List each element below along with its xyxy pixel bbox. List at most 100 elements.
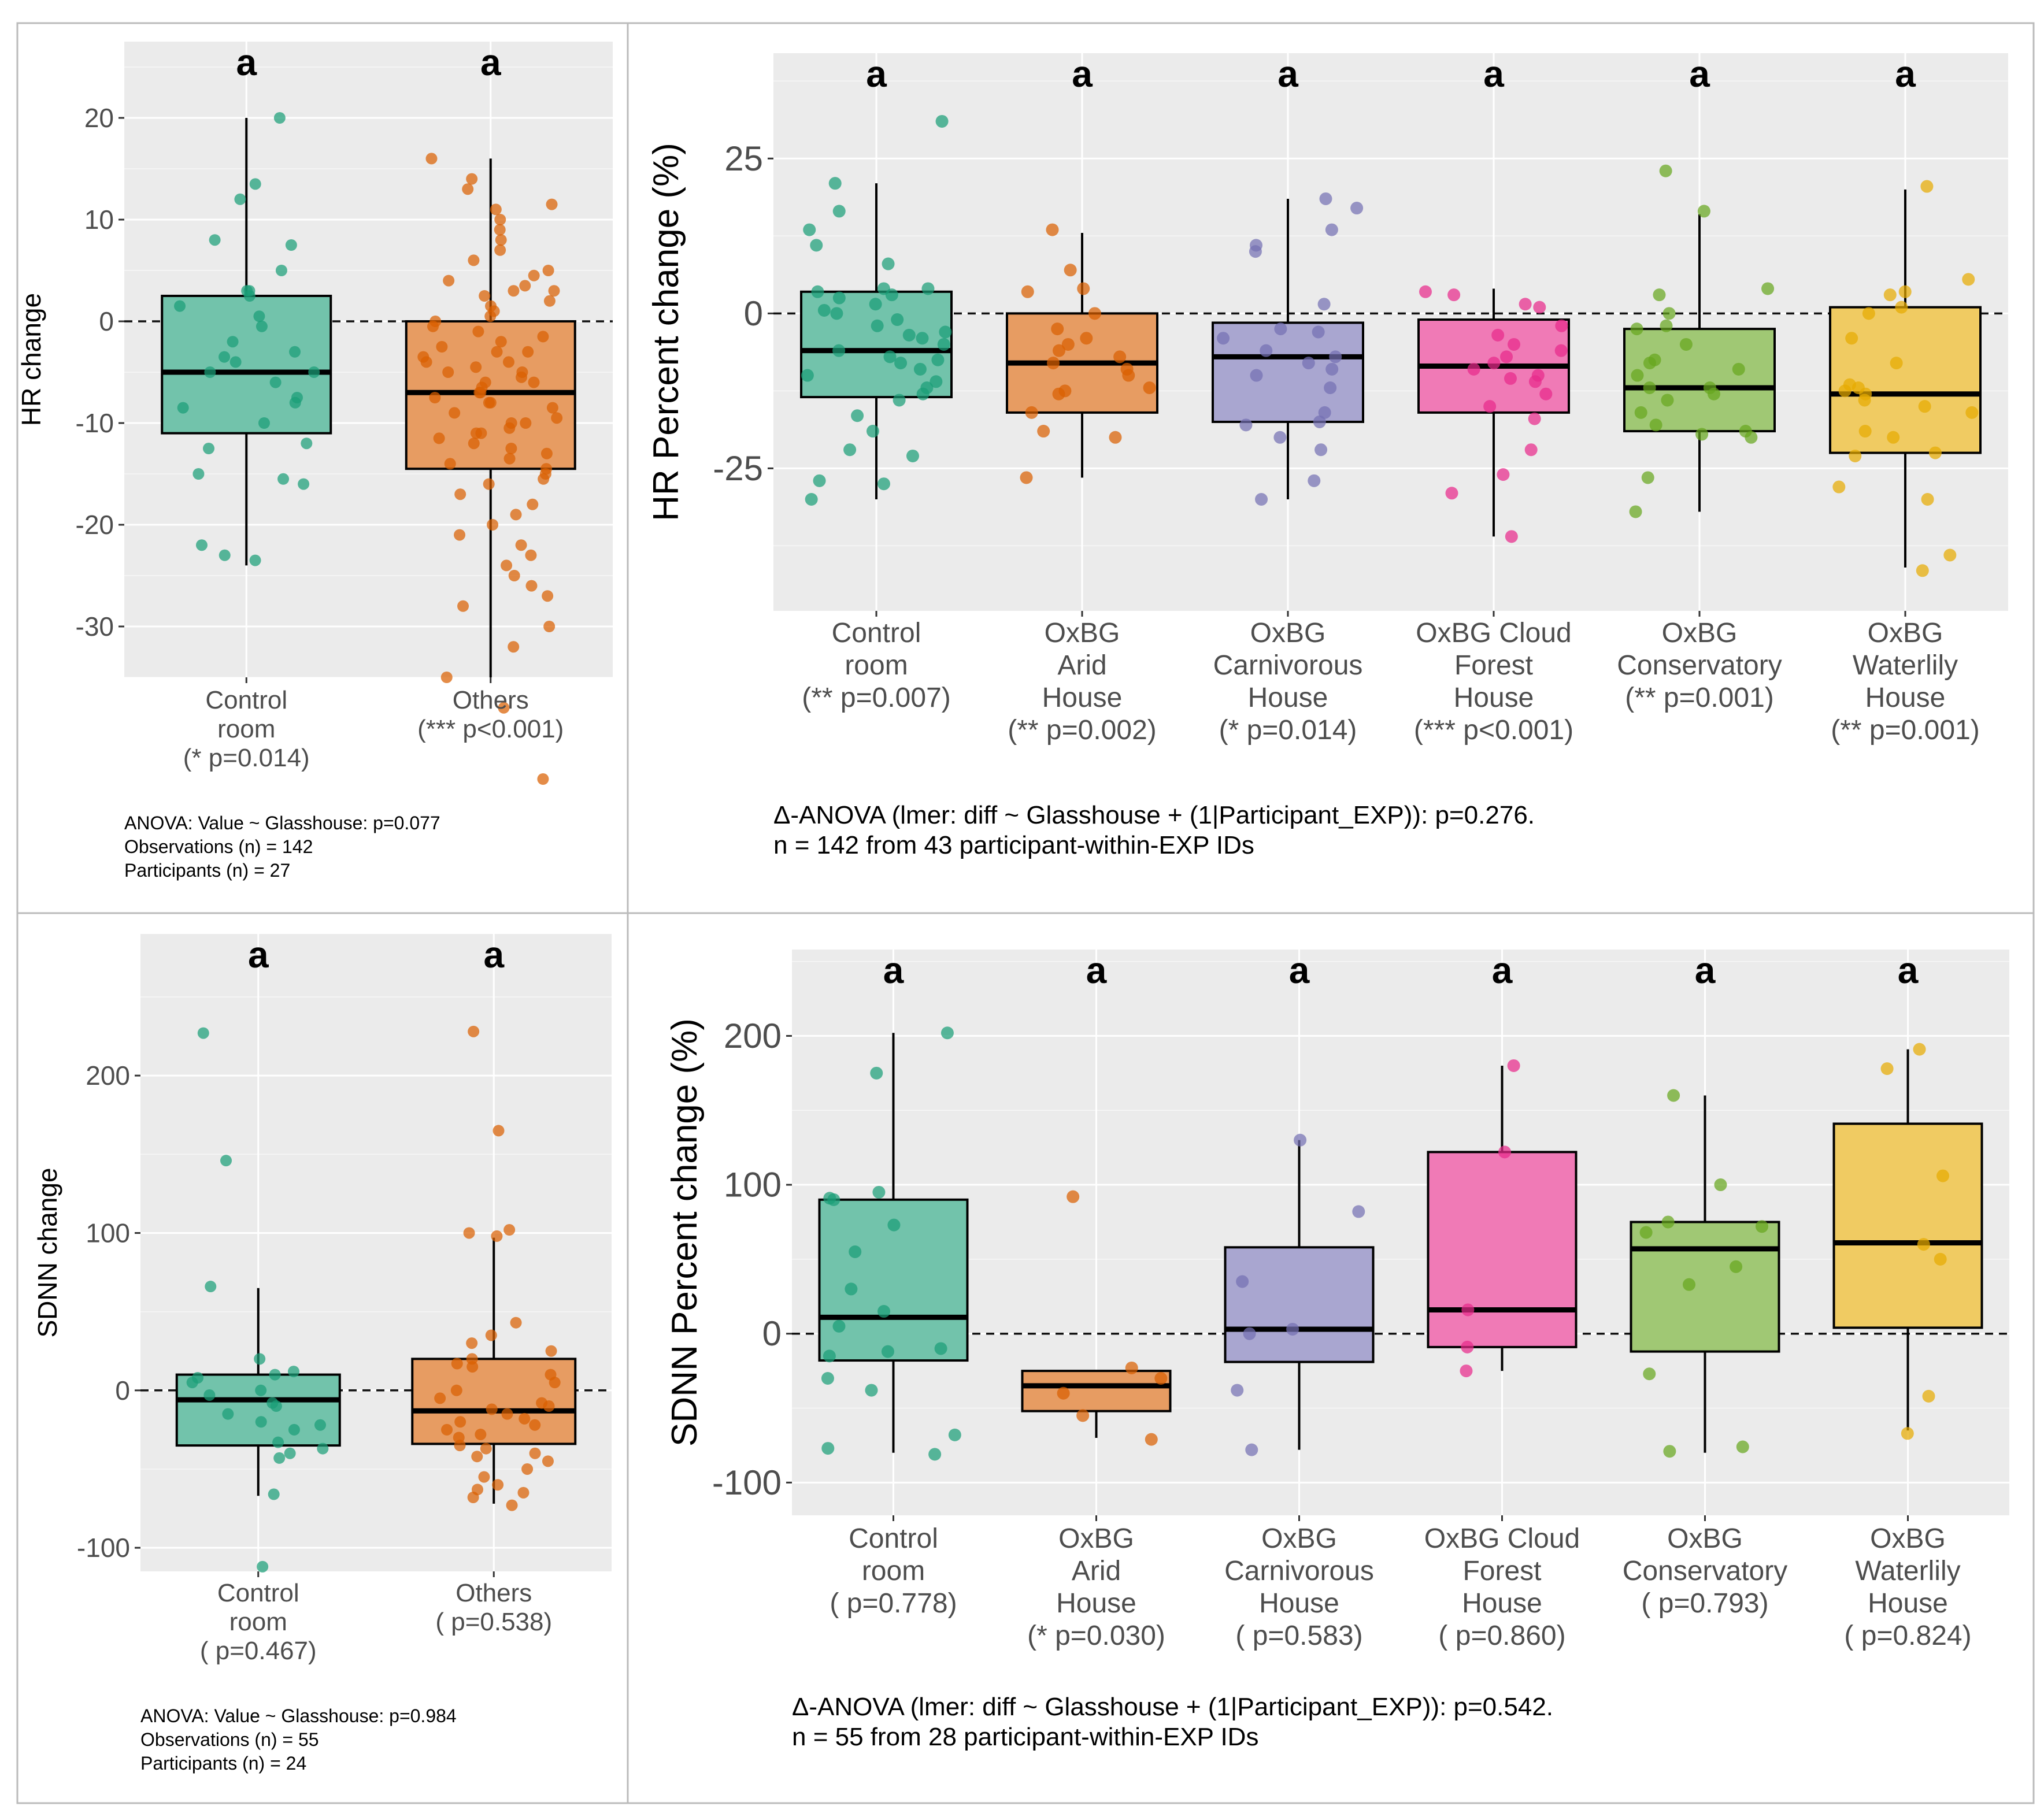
data-point — [1916, 564, 1929, 577]
data-point — [249, 554, 261, 566]
data-point — [490, 203, 502, 216]
data-point — [470, 361, 482, 373]
data-point — [1936, 1169, 1950, 1182]
data-point — [803, 223, 816, 236]
x-tick-label: room — [862, 1556, 925, 1586]
data-point — [317, 1443, 329, 1455]
data-point — [885, 288, 898, 302]
data-point — [1294, 1133, 1307, 1147]
stats-note: n = 142 from 43 participant-within-EXP I… — [773, 831, 1254, 859]
y-tick-label: 100 — [86, 1218, 130, 1248]
x-tick-label: (*** p<0.001) — [417, 715, 564, 743]
data-point — [849, 1245, 862, 1258]
data-point — [204, 366, 216, 378]
data-point — [454, 1440, 466, 1452]
data-point — [916, 387, 930, 401]
data-point — [174, 300, 186, 312]
data-point — [285, 239, 297, 251]
data-point — [1660, 319, 1673, 332]
data-point — [249, 178, 261, 190]
data-point — [234, 193, 246, 205]
x-tick-label: ( p=0.538) — [435, 1608, 552, 1636]
data-point — [502, 356, 514, 368]
data-point — [186, 1377, 198, 1389]
data-point — [1061, 338, 1075, 351]
data-point — [1154, 1371, 1168, 1385]
group-letter: a — [1086, 950, 1107, 991]
data-point — [1629, 505, 1642, 518]
data-point — [930, 375, 943, 388]
data-point — [492, 1479, 504, 1491]
data-point — [203, 443, 215, 454]
data-point — [1756, 1220, 1769, 1233]
data-point — [272, 1436, 284, 1448]
y-tick-label: 0 — [762, 1314, 782, 1353]
data-point — [1895, 301, 1908, 314]
data-point — [287, 1366, 299, 1378]
data-point — [1707, 387, 1720, 401]
x-tick-label: Conservatory — [1623, 1556, 1787, 1586]
box-iqr — [1224, 1246, 1375, 1363]
data-point — [480, 1443, 492, 1455]
x-tick-label: (* p=0.030) — [1027, 1621, 1165, 1651]
data-point — [219, 549, 231, 561]
data-point — [529, 1447, 541, 1459]
data-point — [467, 1491, 479, 1503]
data-point — [420, 356, 432, 368]
data-point — [525, 549, 537, 561]
data-point — [1021, 285, 1034, 298]
data-point — [177, 402, 189, 414]
box-iqr — [1829, 306, 1982, 454]
data-point — [821, 1371, 834, 1385]
x-tick-label: OxBG — [1058, 1523, 1134, 1554]
data-point — [1500, 350, 1513, 364]
data-point — [1047, 357, 1060, 370]
data-point — [1037, 425, 1050, 438]
data-point — [1239, 418, 1253, 432]
data-point — [882, 257, 895, 270]
data-point — [1643, 1367, 1656, 1381]
x-tick-label: (** p=0.007) — [802, 683, 951, 713]
data-point — [823, 1349, 836, 1363]
data-point — [1313, 415, 1326, 428]
x-tick-label: ( p=0.778) — [830, 1588, 957, 1619]
data-point — [1639, 1226, 1653, 1239]
data-point — [828, 177, 842, 190]
data-point — [483, 478, 495, 490]
data-point — [1887, 431, 1900, 444]
data-point — [843, 443, 857, 457]
data-point — [1659, 164, 1672, 177]
y-axis-label: SDNN Percent change (%) — [665, 1018, 705, 1447]
data-point — [537, 773, 549, 785]
data-point — [449, 407, 461, 419]
box-iqr — [1021, 1370, 1172, 1412]
data-point — [1350, 202, 1364, 215]
data-point — [495, 336, 507, 348]
data-point — [543, 295, 556, 307]
data-point — [1231, 1384, 1244, 1397]
data-point — [1317, 298, 1331, 311]
data-point — [209, 234, 221, 246]
data-point — [537, 331, 549, 343]
y-tick-label: 0 — [99, 306, 114, 336]
data-point — [1461, 1303, 1475, 1317]
data-point — [1920, 180, 1934, 193]
data-point — [289, 396, 301, 409]
data-point — [289, 346, 301, 358]
data-point — [935, 114, 949, 128]
x-tick-label: OxBG — [1045, 618, 1120, 648]
data-point — [1683, 1278, 1696, 1291]
data-point — [1643, 357, 1656, 370]
data-point — [1419, 285, 1432, 298]
data-point — [1057, 1386, 1070, 1400]
data-point — [427, 320, 439, 332]
data-point — [479, 290, 491, 302]
data-point — [277, 473, 290, 485]
box-iqr — [1212, 321, 1364, 423]
stats-note: Participants (n) = 24 — [140, 1753, 306, 1774]
group-letter: a — [1483, 53, 1504, 95]
data-point — [866, 425, 879, 438]
data-point — [851, 409, 864, 422]
